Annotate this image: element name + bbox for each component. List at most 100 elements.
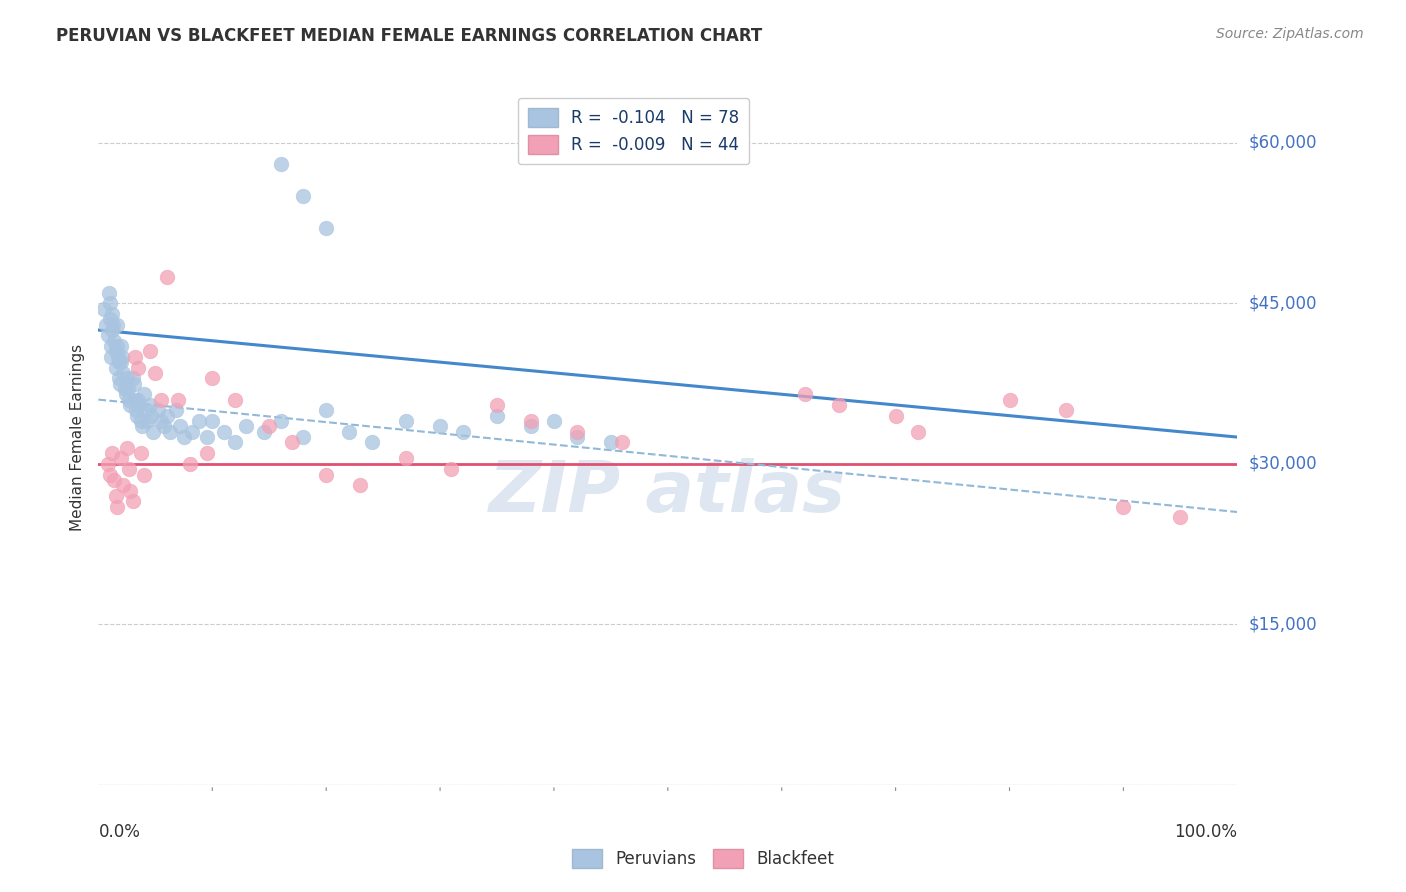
Point — [201, 414, 224, 428]
Point — [139, 409, 162, 423]
Point — [520, 414, 543, 428]
Point — [224, 435, 246, 450]
Point — [111, 350, 134, 364]
Point — [135, 403, 157, 417]
Point — [153, 419, 176, 434]
Point — [543, 414, 565, 428]
Point — [884, 409, 907, 423]
Point — [101, 307, 124, 321]
Point — [167, 392, 190, 407]
Point — [156, 409, 179, 423]
Point — [1054, 403, 1078, 417]
Text: $45,000: $45,000 — [1249, 294, 1317, 312]
Point — [105, 339, 128, 353]
Point — [114, 387, 136, 401]
Text: ZIP atlas: ZIP atlas — [489, 458, 846, 527]
Point — [125, 403, 148, 417]
Point — [104, 344, 127, 359]
Point — [118, 462, 141, 476]
Text: Source: ZipAtlas.com: Source: ZipAtlas.com — [1216, 27, 1364, 41]
Point — [104, 360, 127, 375]
Point — [281, 435, 304, 450]
Point — [252, 425, 274, 439]
Point — [93, 301, 115, 316]
Point — [100, 339, 122, 353]
Point — [110, 451, 132, 466]
Point — [121, 494, 143, 508]
Point — [112, 366, 135, 380]
Text: 0.0%: 0.0% — [98, 823, 141, 841]
Point — [108, 355, 131, 369]
Point — [1170, 510, 1192, 524]
Text: $60,000: $60,000 — [1249, 134, 1317, 152]
Point — [138, 398, 160, 412]
Point — [103, 334, 125, 348]
Point — [132, 467, 155, 482]
Point — [565, 430, 588, 444]
Point — [173, 430, 195, 444]
Point — [103, 318, 125, 332]
Point — [180, 425, 202, 439]
Point — [131, 419, 153, 434]
Point — [110, 339, 132, 353]
Point — [360, 435, 382, 450]
Text: $30,000: $30,000 — [1249, 455, 1317, 473]
Point — [828, 398, 851, 412]
Point — [122, 376, 145, 391]
Point — [520, 419, 543, 434]
Point — [108, 371, 131, 385]
Point — [118, 392, 141, 407]
Text: 100.0%: 100.0% — [1174, 823, 1237, 841]
Point — [128, 398, 150, 412]
Point — [315, 467, 337, 482]
Point — [124, 392, 146, 407]
Point — [114, 382, 136, 396]
Point — [159, 425, 181, 439]
Point — [96, 457, 118, 471]
Point — [98, 467, 121, 482]
Point — [98, 296, 121, 310]
Point — [107, 350, 129, 364]
Point — [395, 414, 418, 428]
Point — [349, 478, 371, 492]
Point — [124, 350, 146, 364]
Point — [115, 441, 138, 455]
Point — [212, 425, 235, 439]
Point — [224, 392, 246, 407]
Point — [169, 419, 191, 434]
Point — [110, 355, 132, 369]
Point — [292, 430, 315, 444]
Point — [98, 312, 121, 326]
Point — [315, 403, 337, 417]
Point — [612, 435, 634, 450]
Point — [793, 387, 815, 401]
Point — [142, 425, 165, 439]
Point — [115, 371, 138, 385]
Point — [117, 382, 139, 396]
Point — [129, 414, 152, 428]
Point — [103, 473, 125, 487]
Point — [1112, 500, 1135, 514]
Point — [179, 457, 201, 471]
Y-axis label: Median Female Earnings: Median Female Earnings — [69, 343, 84, 531]
Point — [108, 376, 131, 391]
Point — [100, 350, 122, 364]
Point — [96, 328, 118, 343]
Legend: R =  -0.104   N = 78, R =  -0.009   N = 44: R = -0.104 N = 78, R = -0.009 N = 44 — [517, 97, 749, 164]
Point — [145, 366, 167, 380]
Point — [187, 414, 209, 428]
Point — [429, 419, 451, 434]
Point — [150, 392, 173, 407]
Text: PERUVIAN VS BLACKFEET MEDIAN FEMALE EARNINGS CORRELATION CHART: PERUVIAN VS BLACKFEET MEDIAN FEMALE EARN… — [56, 27, 762, 45]
Point — [112, 478, 135, 492]
Point — [105, 500, 128, 514]
Point — [440, 462, 463, 476]
Point — [96, 318, 118, 332]
Point — [259, 419, 281, 434]
Point — [132, 387, 155, 401]
Point — [120, 398, 142, 412]
Point — [235, 419, 257, 434]
Point — [101, 323, 124, 337]
Point — [337, 425, 360, 439]
Point — [138, 344, 160, 359]
